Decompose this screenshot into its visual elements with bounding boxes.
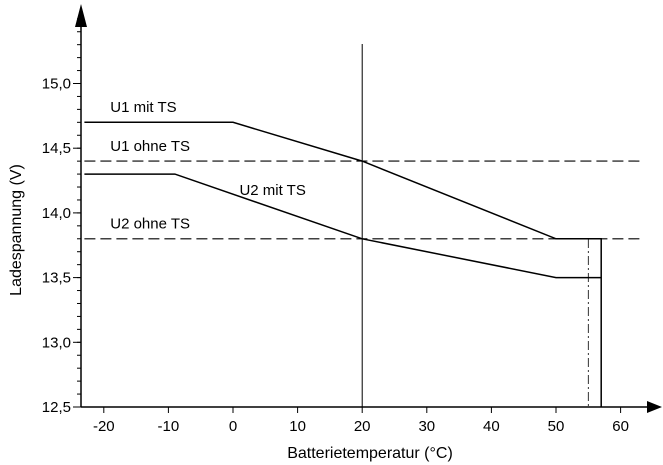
x-axis-label: Batterietemperatur (°C): [287, 445, 453, 462]
x-tick-label: 50: [548, 418, 565, 435]
y-axis-arrow-icon: [75, 4, 87, 27]
y-tick-label: 14,5: [42, 140, 71, 157]
y-tick-label: 13,5: [42, 270, 71, 287]
y-tick-label: 15,0: [42, 76, 71, 93]
x-tick-label: 60: [612, 418, 629, 435]
x-tick-label: 10: [289, 418, 306, 435]
ticks: -20 -10 0 10 20 30 40 50 60 12,5 13,0 13,5 14,0 14,5 1…: [42, 18, 629, 435]
y-axis-label: Ladespannung (V): [8, 164, 25, 296]
x-tick-label: 40: [483, 418, 500, 435]
x-axis-arrow-icon: [647, 401, 662, 413]
series-label-u1-mit-ts: U1 mit TS: [110, 99, 176, 116]
x-tick-label: -10: [158, 418, 180, 435]
series-label-u1-ohne-ts: U1 ohne TS: [110, 138, 190, 155]
series-label-u2-mit-ts: U2 mit TS: [239, 182, 305, 199]
reference-lines: [361, 44, 589, 407]
x-tick-label: 30: [418, 418, 435, 435]
axes: [75, 4, 662, 413]
y-tick-label: 14,0: [42, 205, 71, 222]
x-tick-label: -20: [93, 418, 115, 435]
y-tick-label: 13,0: [42, 334, 71, 351]
series-label-u2-ohne-ts: U2 ohne TS: [110, 215, 190, 232]
y-tick-label: 12,5: [42, 399, 71, 416]
series-labels: U1 mit TS U1 ohne TS U2 mit TS U2 ohne TS: [110, 99, 306, 232]
x-tick-label: 0: [229, 418, 237, 435]
series-lines: [84, 121, 640, 407]
x-tick-label: 20: [354, 418, 371, 435]
series-line-u1-mit-ts: [84, 121, 602, 407]
